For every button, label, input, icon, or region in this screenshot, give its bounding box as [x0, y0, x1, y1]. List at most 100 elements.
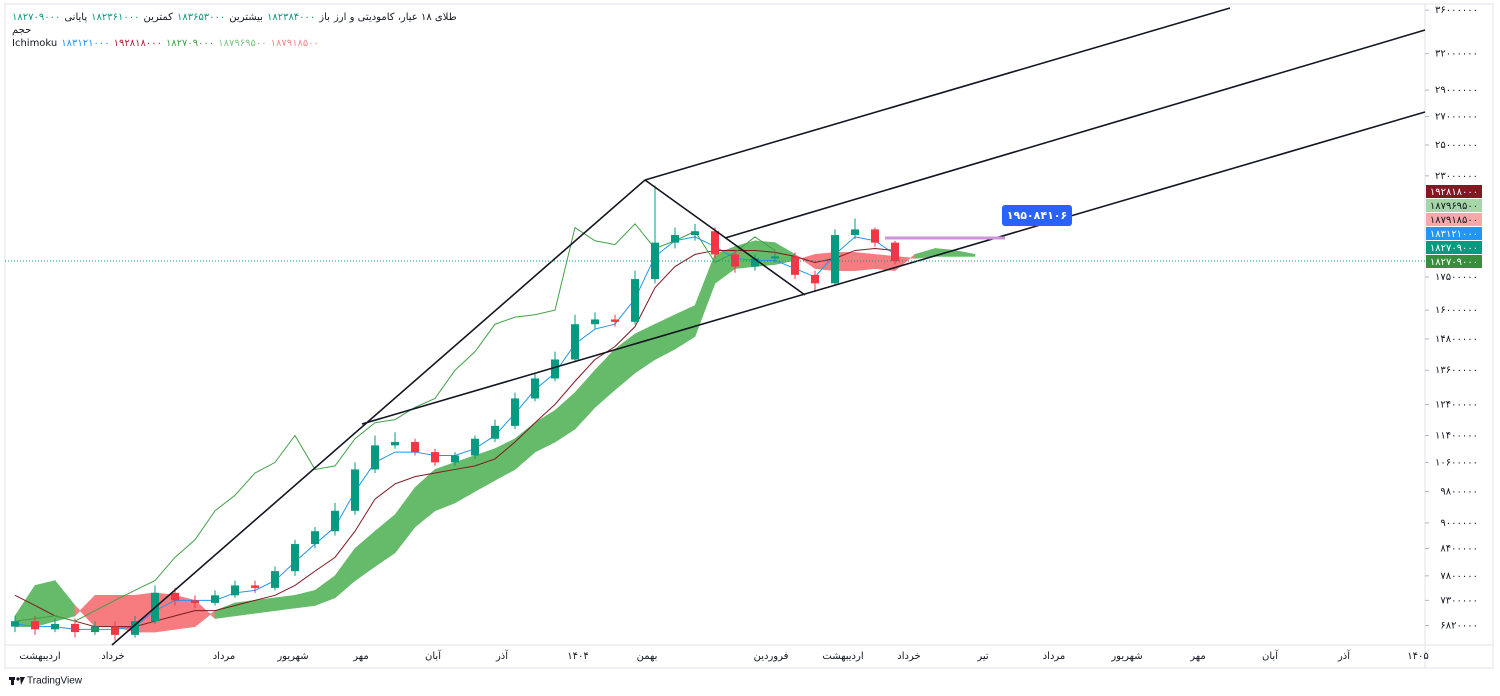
- x-tick-label: آبان: [1262, 649, 1279, 662]
- y-tick-label: ۸۴۰۰۰۰۰: [1440, 543, 1478, 554]
- y-tick-label: ۷۸۰۰۰۰۰: [1440, 571, 1478, 582]
- pitchfork: [111, 7, 1426, 646]
- cloud-segment: [54, 579, 76, 622]
- x-tick-label: اردیبهشت: [19, 651, 60, 662]
- x-tick-label: آذر: [1337, 649, 1351, 662]
- candle-body: [411, 442, 419, 453]
- candle-body: [191, 600, 199, 603]
- candle-body: [331, 510, 339, 532]
- candle-body: [751, 258, 759, 267]
- x-tick-label: خرداد: [101, 651, 124, 662]
- y-tick-label: ۲۵۰۰۰۰۰۰: [1435, 140, 1478, 151]
- candle-body: [371, 445, 379, 470]
- candle-body: [51, 623, 59, 630]
- candle-body: [491, 425, 499, 439]
- candle-body: [311, 531, 319, 545]
- candle-body: [71, 623, 79, 633]
- price-badge-label: ۱۹۲۸۱۸۰۰۰: [1430, 187, 1478, 198]
- ohlc-label: پایانی: [64, 12, 88, 23]
- candle-body: [891, 242, 899, 262]
- cloud-segment: [854, 252, 876, 271]
- x-tick-label: مهر: [352, 651, 368, 662]
- indicator-line: [14, 223, 776, 622]
- candle-body: [231, 585, 239, 596]
- candle-body: [111, 626, 119, 635]
- drawing-line: [111, 179, 646, 646]
- candle-body: [831, 235, 839, 284]
- ohlc-label: بیشترین: [229, 12, 263, 23]
- y-tick-label: ۹۸۰۰۰۰۰: [1440, 486, 1478, 497]
- y-tick-label: ۱۶۰۰۰۰۰۰: [1435, 305, 1478, 316]
- candle-body: [871, 229, 879, 243]
- candle-body: [691, 231, 699, 236]
- ohlc-value: ۱۸۲۳۸۴۰۰۰: [266, 12, 316, 23]
- ohlc-label: باز: [319, 12, 330, 23]
- legend: طلای ۱۸ عیار، کامودیتی و ارز باز ۱۸۲۳۸۴۰۰…: [12, 11, 457, 50]
- x-tick-label: اردیبهشت: [822, 651, 863, 662]
- cloud-segment: [454, 455, 476, 504]
- x-tick-label: بهمن: [637, 651, 658, 662]
- x-tick-label: مرداد: [1043, 651, 1066, 662]
- cloud-segment: [354, 530, 376, 582]
- price-badge-label: ۱۸۲۷۰۹۰۰۰: [1430, 243, 1478, 254]
- ohlc-label: کمترین: [143, 12, 173, 23]
- cloud-segment: [414, 468, 436, 528]
- x-tick-label: ۱۴۰۴: [567, 651, 588, 662]
- candle-body: [571, 324, 579, 360]
- y-tick-label: ۹۰۰۰۰۰۰: [1440, 518, 1478, 529]
- x-tick-label: خرداد: [897, 651, 920, 662]
- cloud-segment: [34, 580, 56, 627]
- price-badge-label: ۱۸۷۹۱۸۵۰۰: [1430, 215, 1478, 226]
- candle-body: [551, 359, 559, 379]
- cloud-segment: [534, 409, 556, 453]
- volume-label: حجم: [12, 25, 32, 36]
- y-tick-label: ۱۰۶۰۰۰۰۰: [1435, 457, 1478, 468]
- x-tick-label: فروردین: [754, 651, 789, 662]
- brand-logo: [9, 677, 25, 685]
- indicator-value: ۱۸۷۹۱۸۵۰۰: [270, 38, 319, 49]
- drawing-line: [644, 179, 806, 296]
- candle-body: [671, 235, 679, 243]
- y-tick-label: ۲۳۰۰۰۰۰۰: [1435, 171, 1478, 182]
- brand: TradingView: [27, 676, 83, 687]
- cloud-segment: [274, 594, 296, 611]
- cloud-segment: [574, 369, 596, 430]
- candle-body: [611, 319, 619, 322]
- cloud-segment: [634, 323, 656, 374]
- cloud-segment: [314, 575, 336, 606]
- price-badge-label: ۱۸۳۱۲۱۰۰۰: [1430, 229, 1478, 240]
- symbol-row: طلای ۱۸ عیار، کامودیتی و ارز باز ۱۸۲۳۸۴۰۰…: [12, 11, 457, 24]
- candle-body: [731, 254, 739, 267]
- candle-body: [651, 242, 659, 280]
- cloud-segment: [294, 589, 316, 609]
- annotation-badge: [1002, 205, 1072, 226]
- cloud-segment: [554, 391, 576, 443]
- drawing-line: [361, 111, 1426, 425]
- candle-body: [811, 274, 819, 284]
- indicator-row: Ichimoku ۱۸۳۱۲۱۰۰۰ ۱۹۲۸۱۸۰۰۰ ۱۸۲۷۰۹۰۰۰ ۱۸۷۹…: [12, 37, 457, 50]
- price-badge: [1426, 227, 1482, 240]
- cloud-segment: [614, 333, 636, 391]
- candle-body: [771, 256, 779, 259]
- y-tick-label: ۲۹۰۰۰۰۰۰: [1435, 85, 1478, 96]
- y-tick-label: ۶۸۲۰۰۰۰: [1440, 621, 1478, 632]
- drawing-line: [724, 29, 1426, 239]
- drawing-line: [644, 7, 1231, 181]
- y-tick-label: ۷۳۰۰۰۰۰: [1440, 595, 1478, 606]
- indicator-line: [14, 236, 896, 630]
- annotation: ۱۹۵۰۸۴۱۰۶: [1007, 209, 1067, 222]
- candle-body: [531, 378, 539, 399]
- y-tick-label: ۱۷۵۰۰۰۰۰: [1435, 272, 1478, 283]
- candle-body: [451, 455, 459, 463]
- x-tick-label: شهریور: [276, 651, 308, 662]
- x-tick-label: آبان: [425, 649, 442, 662]
- indicator-line: [14, 247, 896, 628]
- price-badge: [1426, 241, 1482, 254]
- cloud-segment: [374, 514, 396, 568]
- price-badge: [1426, 213, 1482, 226]
- indicator-value: ۱۸۷۹۶۹۵۰۰: [218, 38, 267, 49]
- x-tick-label: مرداد: [213, 651, 236, 662]
- candle-body: [631, 279, 639, 322]
- y-tick-label: ۳۶۰۰۰۰۰۰: [1435, 5, 1478, 16]
